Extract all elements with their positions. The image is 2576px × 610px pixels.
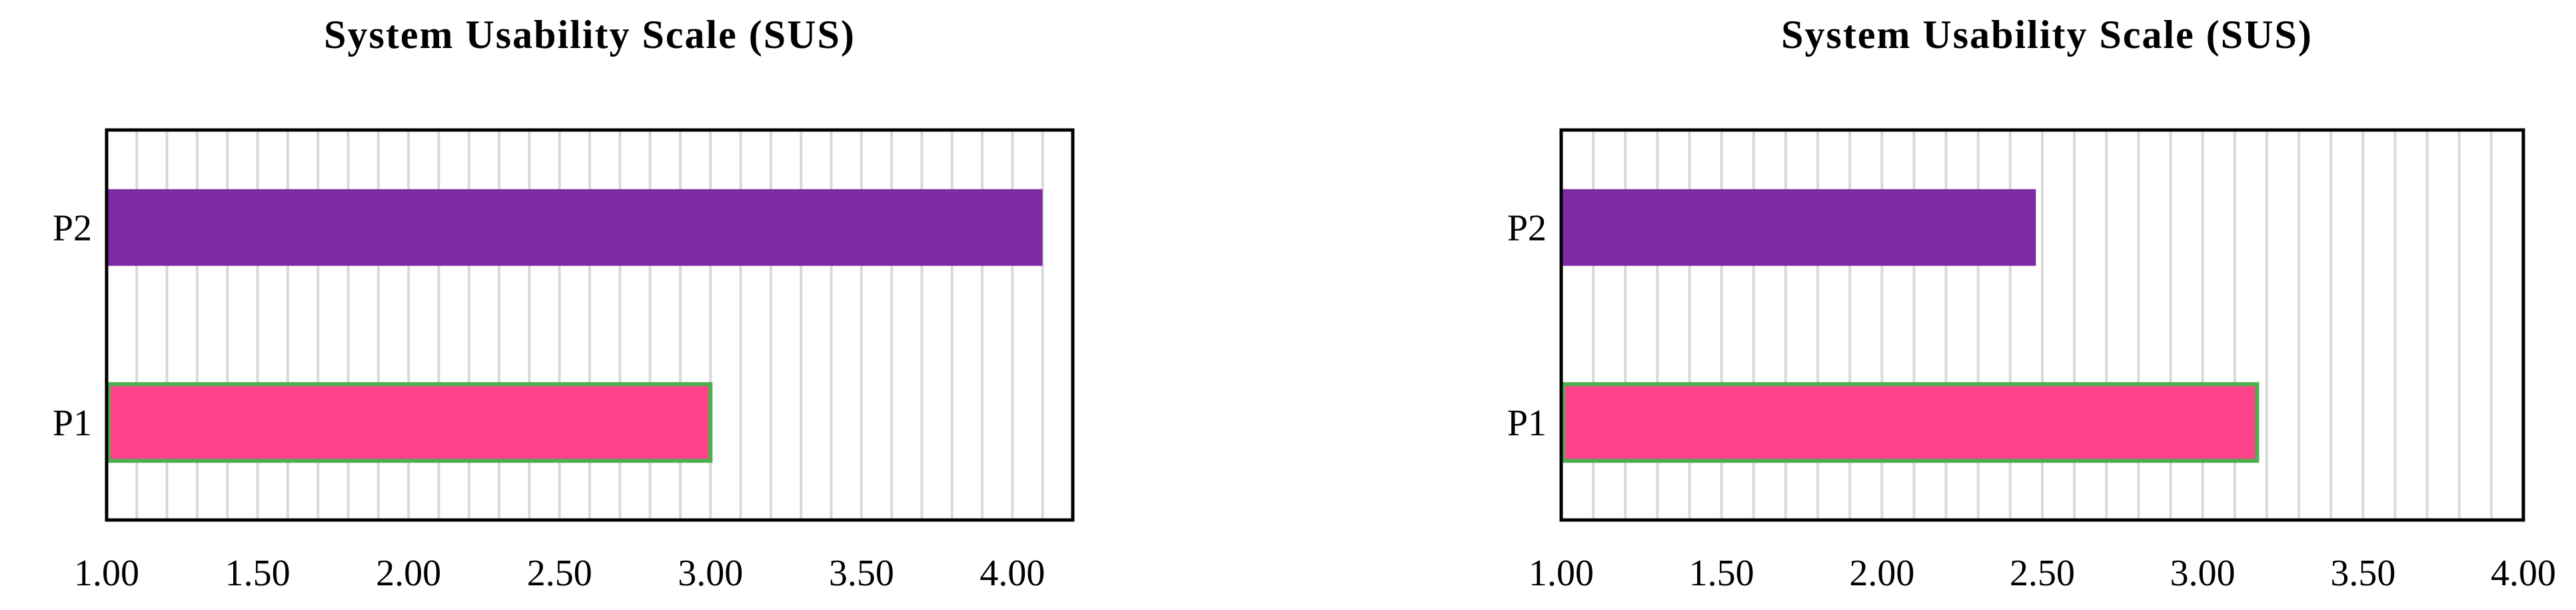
x-tick-label: 3.00 [2170, 553, 2236, 594]
x-tick-label: 2.50 [527, 553, 592, 594]
sus-chart-left: System Usability Scale (SUS) P1 P2 1.00 1.5… [53, 13, 1075, 594]
x-tick-label: 3.50 [829, 553, 894, 594]
bar-p1 [107, 382, 713, 463]
x-tick-label: 4.00 [2491, 553, 2556, 594]
x-tick-label: 3.50 [2330, 553, 2395, 594]
bar-p1 [1561, 382, 2259, 463]
x-tick-label: 3.00 [678, 553, 743, 594]
x-tick-label: 2.00 [1849, 553, 1914, 594]
x-tick-label: 1.50 [225, 553, 291, 594]
category-label-p2: P2 [1507, 207, 1547, 249]
chart-title: System Usability Scale (SUS) [324, 13, 856, 57]
sus-chart-right: System Usability Scale (SUS) P1 P2 1.00 1.5… [1288, 0, 2576, 610]
plot-frame [1559, 128, 2525, 522]
category-label-p1: P1 [1507, 403, 1547, 444]
category-label-p2: P2 [53, 207, 92, 249]
x-tick-label: 2.00 [376, 553, 441, 594]
x-tick-label: 1.00 [74, 553, 139, 594]
chart-title: System Usability Scale (SUS) [1781, 13, 2313, 57]
x-tick-label: 1.00 [1529, 553, 1594, 594]
plot-frame [105, 128, 1075, 522]
category-label-p1: P1 [53, 403, 92, 444]
x-tick-label: 1.50 [1689, 553, 1754, 594]
bar-p2 [1561, 189, 2036, 266]
x-tick-label: 2.50 [2010, 553, 2075, 594]
x-tick-label: 4.00 [979, 553, 1045, 594]
plot-area: P1 P2 1.00 1.50 2.00 2.50 3.00 3.50 4.00 [53, 128, 1075, 594]
plot-area: P1 P2 1.00 1.50 2.00 2.50 3.00 3.50 4.00 [1507, 128, 2556, 594]
bar-p2 [107, 189, 1043, 266]
